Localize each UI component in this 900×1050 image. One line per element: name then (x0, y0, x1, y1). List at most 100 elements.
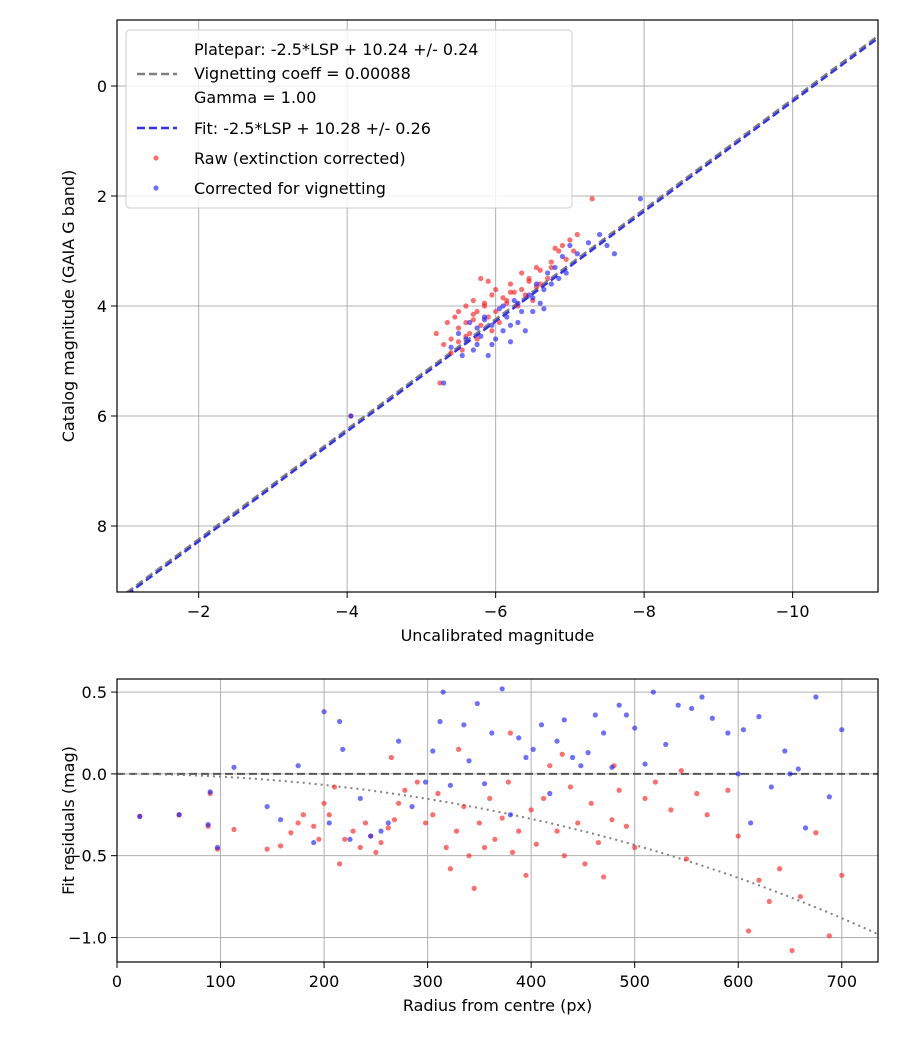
x-tick-label: 200 (309, 972, 340, 991)
data-point (396, 738, 402, 744)
data-point (321, 800, 327, 806)
data-point (709, 715, 715, 721)
data-point (316, 836, 322, 842)
data-point (264, 803, 270, 810)
axes-frame (116, 19, 879, 593)
data-point (414, 779, 420, 785)
data-point (541, 306, 547, 312)
y-tick-label: 0.0 (82, 765, 107, 784)
data-point (467, 319, 473, 326)
data-point (466, 853, 472, 859)
data-point (538, 722, 545, 728)
data-point (485, 314, 491, 320)
data-point (575, 820, 581, 826)
data-point (474, 336, 480, 342)
grid (116, 679, 878, 962)
data-point (321, 709, 327, 715)
y-axis-label: Catalog magnitude (GAIA G band) (59, 170, 78, 442)
data-point (548, 259, 554, 265)
data-point (300, 812, 306, 818)
data-point (571, 248, 577, 254)
legend-raw-label: Raw (extinction corrected) (194, 149, 406, 168)
data-point (489, 328, 495, 334)
data-point (430, 812, 436, 818)
data-point (561, 717, 567, 723)
data-point (795, 766, 801, 772)
data-point (504, 300, 510, 306)
data-point (735, 833, 741, 839)
data-point (471, 885, 477, 891)
legend: Platepar: -2.5*LSP + 10.24 +/- 0.24 Vigne… (125, 29, 573, 209)
data-point (689, 705, 695, 712)
data-point (552, 264, 558, 271)
data-point (585, 750, 591, 756)
fit-line (128, 37, 878, 592)
data-point (311, 839, 317, 846)
data-point (337, 718, 343, 725)
data-point (437, 718, 443, 725)
data-point (563, 270, 569, 276)
legend-platepar-label: Platepar: -2.5*LSP + 10.24 +/- 0.24 (194, 40, 478, 59)
data-point (601, 874, 607, 880)
data-point (787, 771, 793, 777)
data-point (295, 763, 301, 769)
data-point (589, 196, 595, 202)
data-point (515, 319, 521, 326)
data-point (295, 820, 301, 826)
data-point (530, 308, 536, 315)
data-point (485, 352, 491, 359)
data-point (782, 748, 788, 754)
data-point (409, 803, 415, 810)
data-point (616, 702, 622, 708)
data-point (533, 264, 540, 271)
data-point (441, 380, 447, 386)
data-point (735, 771, 741, 777)
data-point (675, 702, 681, 708)
residuals-panel: 0 100 200 300 400 500 600 700 0.5 0.0 −0.5 −1.0 Radi… (59, 678, 879, 1015)
data-point (569, 754, 576, 761)
data-point (205, 821, 211, 828)
data-point (470, 311, 476, 317)
data-point (519, 308, 525, 315)
data-point (777, 866, 783, 872)
data-point (357, 795, 363, 802)
data-point (547, 790, 553, 797)
data-point (422, 779, 429, 785)
data-point (176, 812, 182, 818)
data-point (378, 839, 384, 846)
x-tick-label: 400 (516, 972, 547, 991)
x-tick-label: −6 (484, 602, 508, 621)
data-point (489, 322, 495, 328)
calibration-panel: −2 −4 −6 −8 −10 0 2 4 6 8 Uncalibrated magnitude Ca… (59, 19, 879, 645)
data-point (766, 898, 772, 905)
data-point (402, 787, 408, 793)
data-point (485, 278, 491, 284)
data-point (455, 330, 462, 337)
data-point (493, 286, 499, 293)
data-point (554, 828, 560, 834)
data-point (537, 267, 543, 273)
y-tick-label: 2 (97, 187, 107, 206)
data-point (378, 828, 384, 834)
data-point (500, 328, 506, 334)
data-point (507, 339, 514, 345)
data-point (515, 300, 521, 306)
data-point (277, 843, 284, 849)
data-point (547, 763, 553, 769)
data-point (507, 289, 514, 295)
data-point (447, 866, 453, 872)
data-point (567, 242, 573, 249)
legend-platepar-label: Gamma = 1.00 (194, 88, 316, 107)
plot-area (125, 34, 878, 592)
data-point (601, 730, 607, 736)
data-point (347, 836, 353, 842)
legend-raw-marker (153, 155, 159, 161)
data-point (509, 849, 516, 855)
x-axis-label: Uncalibrated magnitude (401, 626, 595, 645)
data-point (704, 812, 710, 818)
data-point (563, 256, 569, 262)
data-point (489, 341, 495, 348)
data-point (340, 746, 346, 752)
data-point (585, 240, 592, 246)
